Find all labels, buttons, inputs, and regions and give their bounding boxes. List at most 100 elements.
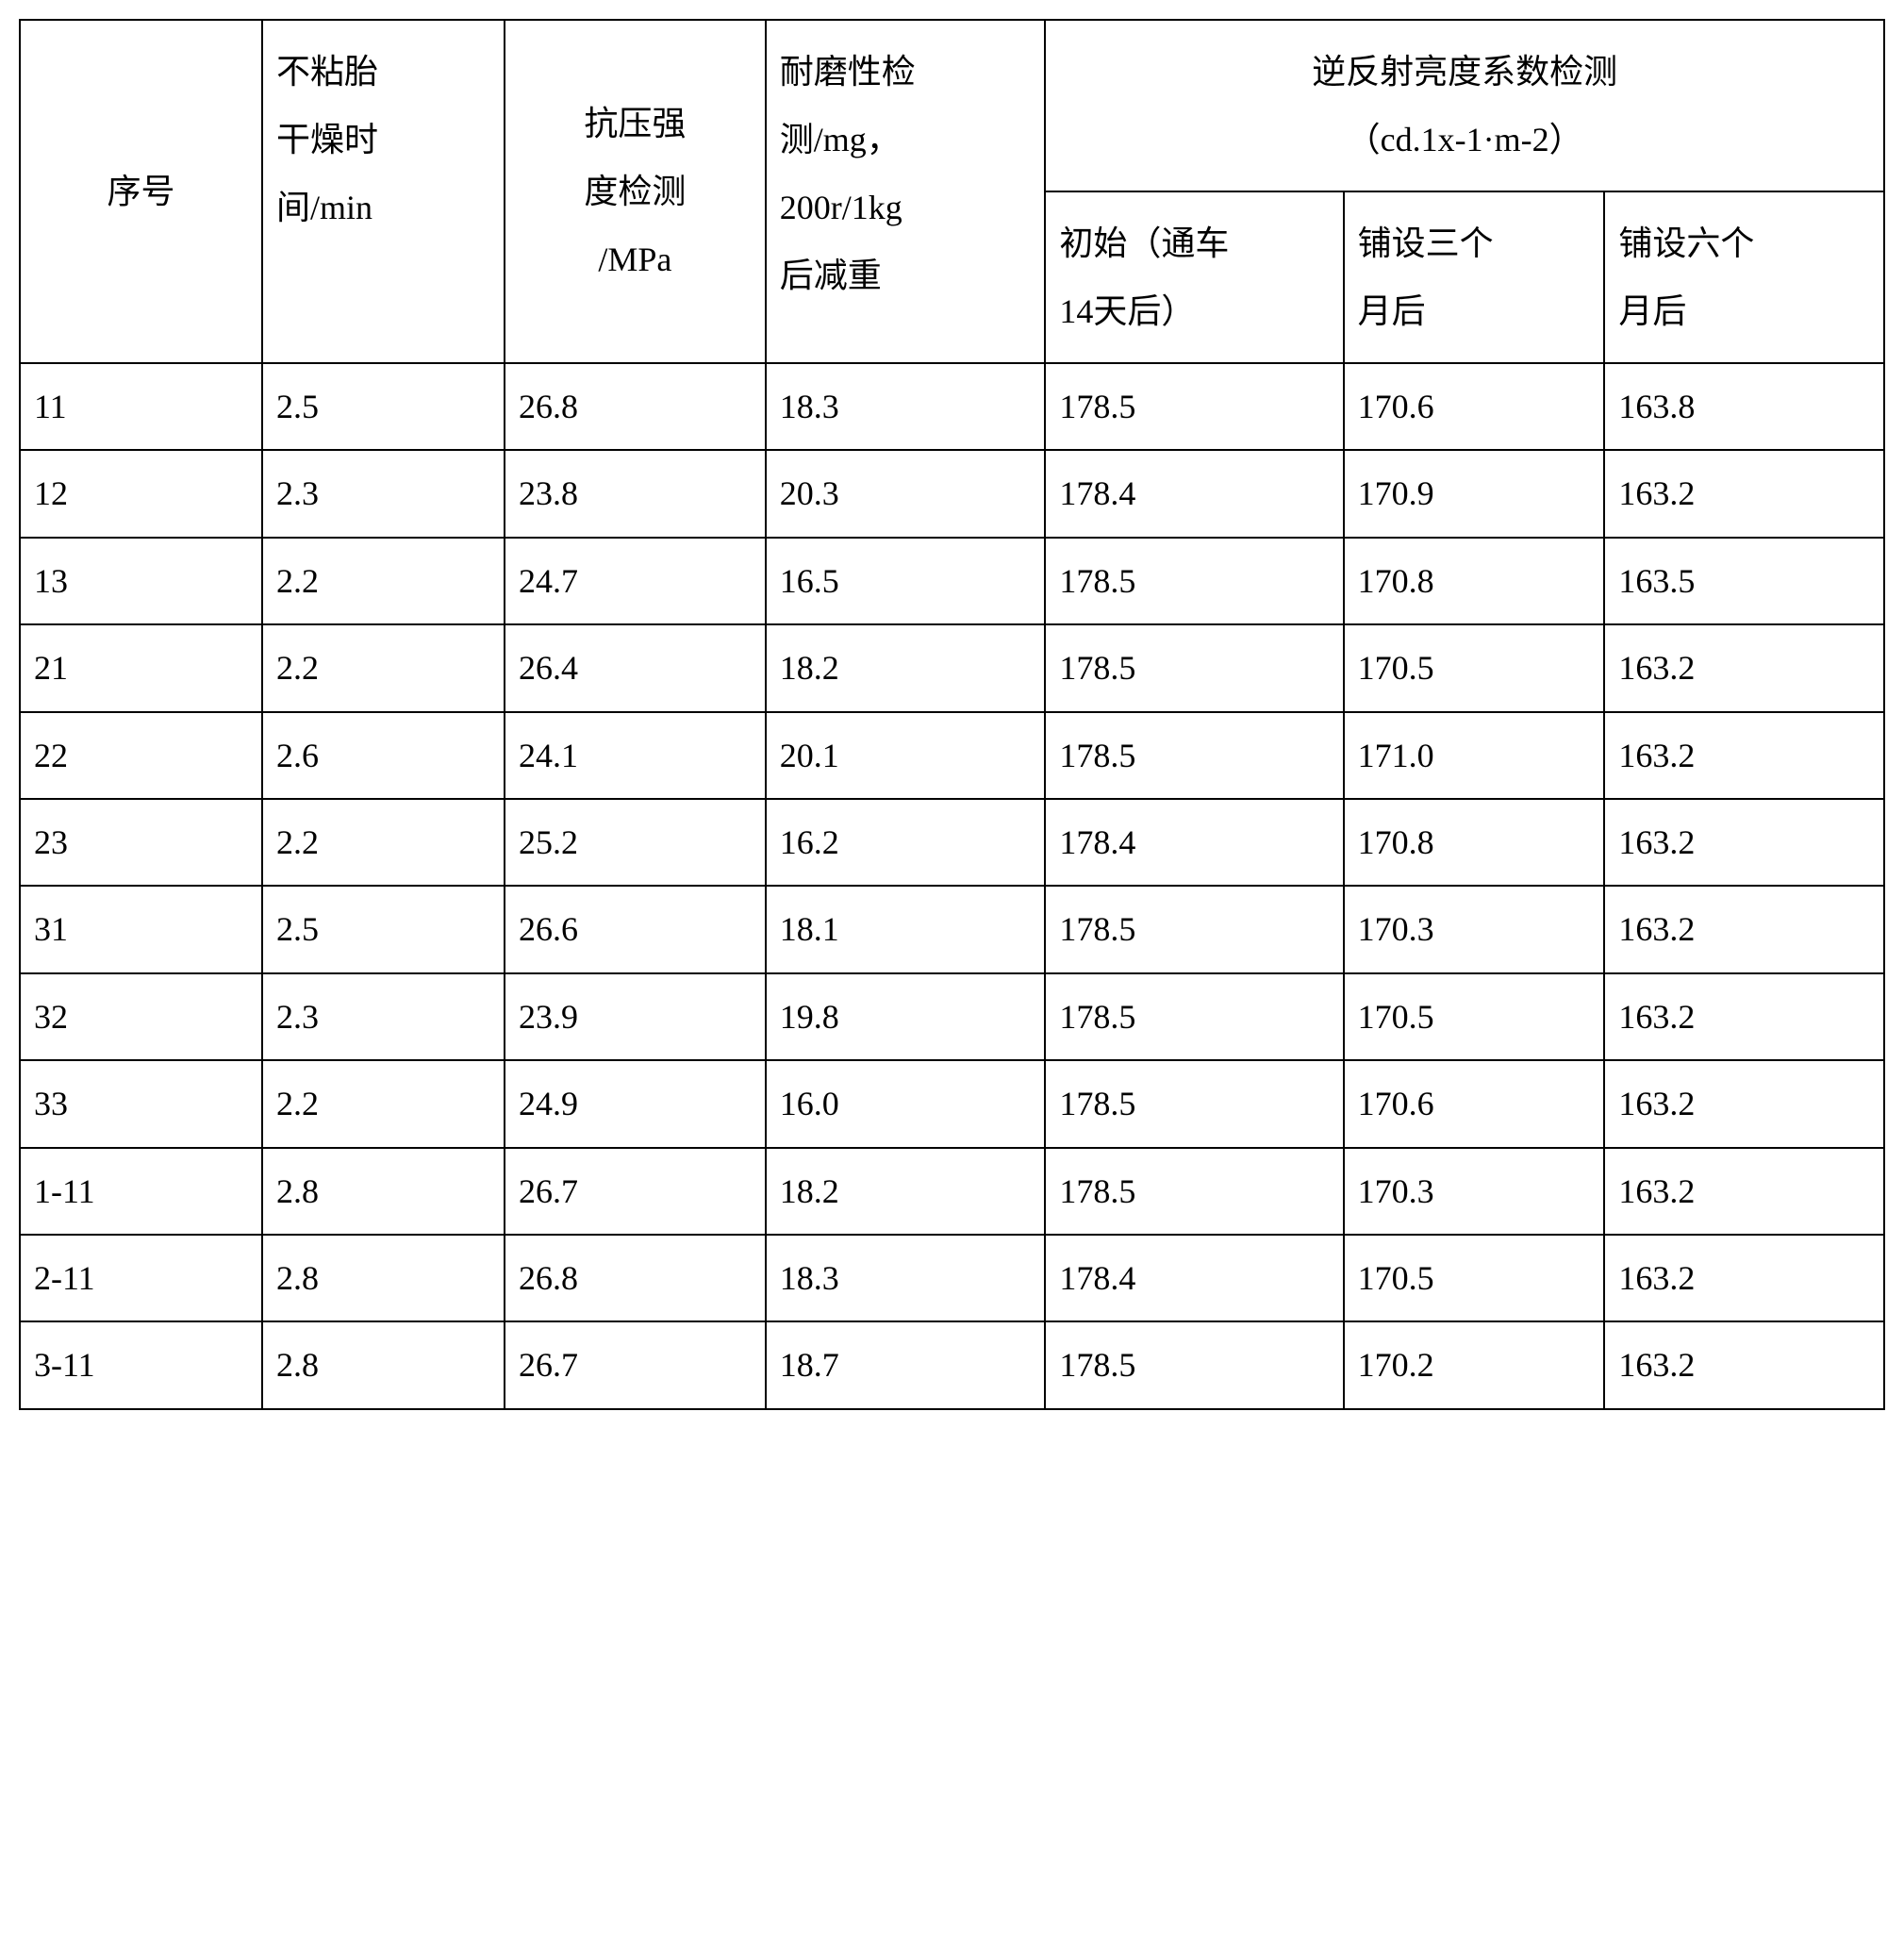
- table-cell: 178.5: [1045, 886, 1343, 972]
- table-cell: 3-11: [20, 1321, 262, 1408]
- table-cell: 163.2: [1604, 886, 1884, 972]
- table-cell: 163.5: [1604, 538, 1884, 624]
- table-cell: 163.2: [1604, 1148, 1884, 1235]
- table-cell: 2.3: [262, 450, 505, 537]
- table-cell: 18.7: [766, 1321, 1046, 1408]
- table-cell: 2.6: [262, 712, 505, 799]
- table-cell: 2.2: [262, 624, 505, 711]
- table-cell: 178.5: [1045, 712, 1343, 799]
- table-cell: 23.8: [505, 450, 766, 537]
- table-cell: 170.5: [1344, 973, 1605, 1060]
- table-cell: 163.2: [1604, 1235, 1884, 1321]
- table-cell: 171.0: [1344, 712, 1605, 799]
- table-row: 332.224.916.0178.5170.6163.2: [20, 1060, 1884, 1147]
- table-cell: 178.4: [1045, 450, 1343, 537]
- table-cell: 23.9: [505, 973, 766, 1060]
- table-cell: 12: [20, 450, 262, 537]
- table-cell: 163.2: [1604, 1321, 1884, 1408]
- header-6m-line2: 月后: [1618, 292, 1686, 330]
- data-table: 序号 不粘胎 干燥时 间/min 抗压强 度检测 /MPa 耐磨性检 测/mg，…: [19, 19, 1885, 1410]
- table-cell: 170.8: [1344, 799, 1605, 886]
- table-cell: 26.8: [505, 1235, 766, 1321]
- header-3m-line1: 铺设三个: [1358, 224, 1494, 262]
- table-cell: 18.3: [766, 363, 1046, 450]
- table-cell: 24.1: [505, 712, 766, 799]
- table-row: 322.323.919.8178.5170.5163.2: [20, 973, 1884, 1060]
- table-cell: 2.2: [262, 799, 505, 886]
- table-cell: 170.8: [1344, 538, 1605, 624]
- header-comp-line1: 抗压强: [584, 105, 686, 142]
- header-init-line2: 14天后）: [1059, 292, 1195, 330]
- table-cell: 18.1: [766, 886, 1046, 972]
- header-comp-line3: /MPa: [598, 241, 671, 278]
- table-cell: 2.8: [262, 1148, 505, 1235]
- table-cell: 163.2: [1604, 712, 1884, 799]
- table-cell: 170.5: [1344, 624, 1605, 711]
- table-row: 132.224.716.5178.5170.8163.5: [20, 538, 1884, 624]
- table-cell: 23: [20, 799, 262, 886]
- table-cell: 2-11: [20, 1235, 262, 1321]
- table-cell: 19.8: [766, 973, 1046, 1060]
- table-row: 3-112.826.718.7178.5170.2163.2: [20, 1321, 1884, 1408]
- table-cell: 33: [20, 1060, 262, 1147]
- table-cell: 163.2: [1604, 450, 1884, 537]
- table-cell: 178.4: [1045, 799, 1343, 886]
- table-cell: 22: [20, 712, 262, 799]
- header-6month: 铺设六个 月后: [1604, 191, 1884, 363]
- table-row: 212.226.418.2178.5170.5163.2: [20, 624, 1884, 711]
- table-cell: 178.5: [1045, 1060, 1343, 1147]
- table-cell: 2.3: [262, 973, 505, 1060]
- table-cell: 163.2: [1604, 799, 1884, 886]
- table-cell: 16.0: [766, 1060, 1046, 1147]
- table-cell: 26.7: [505, 1148, 766, 1235]
- table-row: 1-112.826.718.2178.5170.3163.2: [20, 1148, 1884, 1235]
- header-dry-line2: 干燥时: [276, 121, 378, 158]
- header-compressive: 抗压强 度检测 /MPa: [505, 20, 766, 363]
- table-cell: 178.5: [1045, 363, 1343, 450]
- header-initial: 初始（通车 14天后）: [1045, 191, 1343, 363]
- table-header: 序号 不粘胎 干燥时 间/min 抗压强 度检测 /MPa 耐磨性检 测/mg，…: [20, 20, 1884, 363]
- table-cell: 170.3: [1344, 1148, 1605, 1235]
- table-cell: 163.2: [1604, 973, 1884, 1060]
- table-cell: 2.5: [262, 363, 505, 450]
- table-row: 2-112.826.818.3178.4170.5163.2: [20, 1235, 1884, 1321]
- table-cell: 26.4: [505, 624, 766, 711]
- table-cell: 2.2: [262, 1060, 505, 1147]
- table-row: 232.225.216.2178.4170.8163.2: [20, 799, 1884, 886]
- header-3month: 铺设三个 月后: [1344, 191, 1605, 363]
- table-cell: 163.2: [1604, 624, 1884, 711]
- table-row: 222.624.120.1178.5171.0163.2: [20, 712, 1884, 799]
- table-cell: 163.2: [1604, 1060, 1884, 1147]
- header-wear-line1: 耐磨性检: [780, 53, 916, 91]
- header-row-1: 序号 不粘胎 干燥时 间/min 抗压强 度检测 /MPa 耐磨性检 测/mg，…: [20, 20, 1884, 191]
- table-cell: 2.5: [262, 886, 505, 972]
- table-cell: 25.2: [505, 799, 766, 886]
- table-cell: 2.2: [262, 538, 505, 624]
- table-cell: 16.5: [766, 538, 1046, 624]
- header-dry-line3: 间/min: [276, 189, 373, 226]
- header-retro-line1: 逆反射亮度系数检测: [1312, 53, 1617, 91]
- table-cell: 2.8: [262, 1235, 505, 1321]
- header-dry-line1: 不粘胎: [276, 53, 378, 91]
- table-cell: 170.6: [1344, 1060, 1605, 1147]
- header-retro-line2: （cd.1x-1·m-2）: [1347, 121, 1583, 158]
- table-cell: 170.5: [1344, 1235, 1605, 1321]
- table-cell: 24.7: [505, 538, 766, 624]
- table-cell: 26.8: [505, 363, 766, 450]
- header-serial: 序号: [20, 20, 262, 363]
- table-cell: 170.9: [1344, 450, 1605, 537]
- table-cell: 170.6: [1344, 363, 1605, 450]
- table-cell: 24.9: [505, 1060, 766, 1147]
- table-body: 112.526.818.3178.5170.6163.8122.323.820.…: [20, 363, 1884, 1409]
- table-cell: 26.7: [505, 1321, 766, 1408]
- table-cell: 1-11: [20, 1148, 262, 1235]
- table-cell: 178.5: [1045, 1321, 1343, 1408]
- table-cell: 20.3: [766, 450, 1046, 537]
- table-cell: 18.2: [766, 1148, 1046, 1235]
- table-cell: 16.2: [766, 799, 1046, 886]
- header-wear-line3: 200r/1kg: [780, 189, 902, 226]
- header-wear: 耐磨性检 测/mg， 200r/1kg 后减重: [766, 20, 1046, 363]
- table-cell: 18.3: [766, 1235, 1046, 1321]
- header-6m-line1: 铺设六个: [1618, 224, 1754, 262]
- header-comp-line2: 度检测: [584, 173, 686, 210]
